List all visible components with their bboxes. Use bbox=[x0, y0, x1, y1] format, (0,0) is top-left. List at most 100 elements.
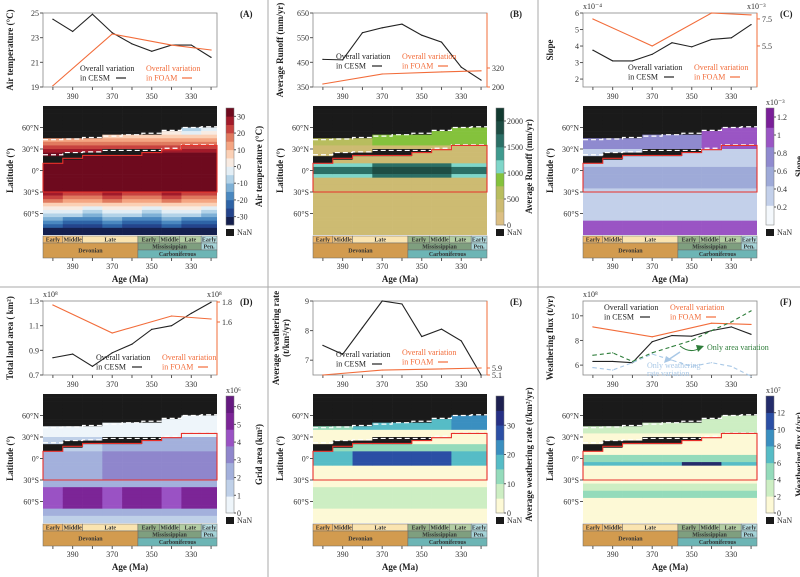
heatmap-cell bbox=[471, 227, 487, 232]
period-label: Carboniferous bbox=[699, 252, 737, 258]
heatmap-cell bbox=[181, 487, 202, 492]
lat-tick-label: 30°S bbox=[293, 476, 309, 485]
heatmap-cell bbox=[161, 195, 182, 200]
heatmap-cell bbox=[431, 480, 452, 484]
heatmap-cell bbox=[583, 149, 604, 153]
heatmap-cell bbox=[431, 156, 452, 161]
data-point bbox=[671, 346, 673, 348]
data-point bbox=[322, 374, 324, 376]
heatmap-cell bbox=[161, 422, 182, 427]
heatmap-cell bbox=[451, 163, 472, 168]
heatmap-cell bbox=[122, 454, 143, 459]
heatmap-cell bbox=[681, 127, 702, 132]
heatmap-cell bbox=[43, 508, 64, 513]
heatmap-cell bbox=[471, 505, 487, 509]
heatmap-cell bbox=[313, 177, 334, 182]
heatmap-cell bbox=[62, 149, 83, 153]
heatmap-cell bbox=[82, 138, 103, 143]
heatmap-cell bbox=[141, 447, 162, 452]
heatmap-cell bbox=[721, 109, 742, 114]
colorbar-segment bbox=[226, 158, 234, 167]
heatmap-cell bbox=[583, 451, 604, 456]
heatmap-cell bbox=[352, 404, 373, 409]
heatmap-cell bbox=[583, 419, 604, 423]
heatmap-cell bbox=[721, 159, 742, 164]
heatmap-cell bbox=[313, 159, 334, 164]
y-tick-label: 19 bbox=[31, 83, 39, 92]
heatmap-cell bbox=[161, 209, 182, 214]
x-tick-label: 330 bbox=[185, 380, 197, 389]
heatmap-cell bbox=[372, 494, 393, 499]
heatmap-cell bbox=[372, 394, 393, 398]
colorbar-tick-label: -20 bbox=[237, 196, 248, 205]
heatmap-cell bbox=[451, 476, 472, 481]
heatmap-cell bbox=[43, 195, 64, 200]
heatmap-cell bbox=[102, 440, 123, 445]
heatmap-cell bbox=[602, 397, 623, 402]
heatmap-cell bbox=[392, 159, 413, 164]
heatmap-cell bbox=[642, 145, 663, 150]
heatmap-cell bbox=[662, 152, 683, 157]
heatmap-cell bbox=[43, 213, 64, 218]
colorbar-segment bbox=[226, 199, 234, 209]
heatmap-cell bbox=[583, 184, 604, 189]
heatmap-cell bbox=[701, 217, 722, 221]
heatmap-cell bbox=[352, 469, 373, 474]
heatmap-cell bbox=[642, 394, 663, 398]
heatmap-cell bbox=[662, 174, 683, 178]
heatmap-cell bbox=[201, 408, 217, 413]
heatmap-cell bbox=[43, 469, 64, 474]
heatmap-cell bbox=[471, 411, 487, 416]
heatmap-cell bbox=[411, 145, 432, 150]
heatmap-cell bbox=[352, 213, 373, 218]
colorbar-segment bbox=[226, 174, 234, 184]
heatmap-cell bbox=[43, 415, 64, 420]
colorbar-tick-label: 10 bbox=[507, 480, 515, 489]
heatmap-cell bbox=[642, 106, 663, 110]
heatmap-cell bbox=[662, 444, 683, 449]
heatmap-cell bbox=[451, 159, 472, 164]
heatmap-cell bbox=[741, 138, 757, 143]
heatmap-cell bbox=[392, 123, 413, 128]
heatmap-cell bbox=[332, 149, 353, 153]
heatmap-cell bbox=[313, 472, 334, 477]
legend-text: Overall variation bbox=[146, 64, 200, 73]
heatmap-cell bbox=[583, 411, 604, 416]
colorbar-multiplier: x10⁶ bbox=[226, 386, 241, 395]
heatmap-cell bbox=[741, 515, 757, 520]
heatmap-cell bbox=[583, 404, 604, 409]
heatmap-cell bbox=[411, 469, 432, 474]
colorbar-segment bbox=[496, 160, 504, 174]
heatmap-cell bbox=[583, 217, 604, 221]
heatmap-cell bbox=[181, 444, 202, 449]
heatmap-cell bbox=[392, 192, 413, 196]
heatmap-cell bbox=[471, 444, 487, 449]
heatmap-cell bbox=[583, 401, 604, 406]
heatmap-cell bbox=[701, 134, 722, 139]
heatmap-cell bbox=[332, 454, 353, 459]
heatmap-cell bbox=[622, 213, 643, 218]
heatmap-cell bbox=[161, 181, 182, 186]
heatmap-cell bbox=[471, 188, 487, 193]
heatmap-cell bbox=[701, 419, 722, 423]
heatmap-cell bbox=[622, 404, 643, 409]
data-point bbox=[210, 49, 212, 51]
heatmap-cell bbox=[102, 408, 123, 413]
heatmap-cell bbox=[82, 480, 103, 484]
heatmap-cell bbox=[181, 231, 202, 235]
heatmap-cell bbox=[392, 145, 413, 150]
heatmap-cell bbox=[431, 170, 452, 175]
heatmap-cell bbox=[181, 415, 202, 420]
heatmap-cell bbox=[681, 145, 702, 150]
heatmap-cell bbox=[352, 109, 373, 114]
heatmap-cell bbox=[451, 429, 472, 434]
x-tick-label: 390 bbox=[337, 92, 349, 101]
heatmap-cell bbox=[741, 397, 757, 402]
heatmap-cell bbox=[392, 497, 413, 502]
heatmap-cell bbox=[681, 166, 702, 171]
